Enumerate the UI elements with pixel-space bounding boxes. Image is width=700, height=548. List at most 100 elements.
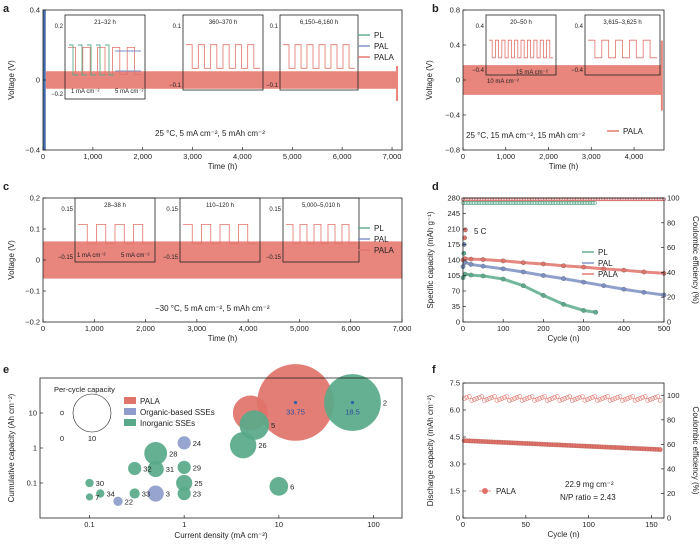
y-tick-label: 0.4 [450, 41, 460, 50]
x-tick-label: 5,000 [283, 152, 302, 161]
inset-y-tick-top: 0.1 [270, 24, 279, 30]
bubble-center [350, 400, 355, 405]
bubble-label: 24 [193, 439, 201, 448]
capacity-point [601, 283, 607, 289]
inset-pala-curve [588, 39, 657, 59]
ce-point [569, 398, 575, 403]
capacity-point [657, 447, 663, 452]
y-tick-label: 140 [447, 256, 460, 265]
inset-title: 20–50 h [510, 20, 532, 26]
x-tick-label: 2,000 [133, 152, 152, 161]
areal-loading-annotation: 22.9 mg cm⁻² [565, 480, 614, 489]
condition-label: 25 °C, 15 mA cm⁻², 15 mAh cm⁻² [466, 131, 585, 140]
ce-point [592, 201, 597, 205]
ce-point [632, 398, 638, 403]
ce-point [577, 395, 583, 400]
inset-pala-curve [186, 44, 260, 69]
plot-frame [462, 382, 665, 519]
panel-letter: b [432, 3, 439, 15]
bubble [176, 474, 193, 492]
y-right-tick-label: 20 [667, 489, 675, 498]
y-axis-label-right: Coulombic efficiency (%) [691, 216, 700, 304]
panel-a: a 0 1,000 2,000 3,000 4,000 5,000 6,000 7,000 −0.… [3, 3, 403, 171]
y-tick-label: 210 [447, 225, 460, 234]
capacity-point [561, 263, 566, 269]
bubble-label: 29 [193, 463, 201, 472]
inset-title: 110–120 h [206, 203, 234, 209]
ce-point [479, 394, 485, 399]
capacity-point [480, 257, 486, 262]
pala-series-band [463, 65, 662, 95]
ce-point [554, 394, 560, 399]
panel-c: c 0 1,000 2,000 3,000 4,000 5,000 6,000 7,000 −0.… [3, 181, 411, 343]
plot-frame [74, 197, 156, 263]
legend-swatch [124, 397, 136, 404]
inset-pala-curve [183, 224, 257, 244]
capacity-point [520, 269, 526, 275]
inset-y-tick-top: 0.4 [476, 24, 485, 30]
y-tick-label: 0 [456, 76, 460, 85]
inset-title: 5,000–5,010 h [302, 203, 340, 209]
y-tick-label: −0.4 [445, 111, 460, 120]
ce-point [502, 395, 507, 400]
plot-frame [584, 14, 661, 76]
y-axis-label: Discharge capacity (mAh cm⁻²) [426, 394, 435, 506]
y-axis-label-right: Coulombic efficiency (%) [691, 407, 700, 495]
ce-point [650, 396, 655, 401]
capacity-point [480, 263, 486, 269]
bubble [129, 488, 140, 499]
inset-pal-curve [115, 50, 141, 72]
y-tick-label: −0.2 [25, 318, 40, 327]
legend-label: PAL [598, 259, 613, 268]
x-tick-label: 150 [645, 520, 658, 529]
inset-pala-curve [286, 224, 356, 244]
y-tick-label: 3.0 [450, 460, 460, 469]
condition-label: 25 °C, 5 mA cm⁻², 5 mAh cm⁻² [155, 129, 265, 138]
y-tick-label: 0 [36, 256, 40, 265]
rate-annotation: 5 C [474, 227, 487, 236]
x-tick-label: 2,000 [539, 152, 558, 161]
inset-y-tick-top: 0.15 [61, 207, 73, 213]
bubble-label: 33 [142, 490, 150, 499]
ce-point [482, 398, 487, 403]
x-tick-label: 0 [461, 324, 465, 333]
ce-point [610, 397, 615, 402]
ce-point [572, 397, 578, 402]
ce-point [615, 395, 620, 400]
panel-f: f0 50 100 15001.53.04.56.07.5020406080100Cy… [426, 364, 700, 539]
x-tick-label: 1 [182, 520, 186, 529]
plot-frame [64, 14, 146, 100]
y-right-tick-label: 60 [667, 243, 675, 252]
bubble-label: 28 [169, 449, 177, 458]
inset-annotation: 5 mA cm⁻² [121, 253, 150, 259]
ce-point [600, 396, 605, 401]
ce-point [484, 397, 490, 402]
ce-point [504, 394, 510, 399]
legend-label: Organic-based SSEs [140, 408, 215, 417]
bubble-label: 3 [166, 490, 170, 499]
x-axis-label: Cycle (n) [547, 334, 579, 343]
y-tick-label: 0 [456, 514, 460, 523]
bubble-center [293, 400, 298, 405]
inset-y-tick-bottom: −0.2 [51, 92, 64, 98]
legend-label: PAL [374, 42, 389, 51]
inset-pala-curve [78, 224, 152, 244]
ce-point [461, 396, 467, 401]
y-tick-label: 4.5 [450, 433, 460, 442]
ce-point [591, 201, 596, 205]
x-tick-label: 0.1 [84, 520, 94, 529]
y-right-tick-label: 80 [667, 415, 675, 424]
y-tick-label: 6.0 [450, 406, 460, 415]
bubble [128, 461, 142, 476]
ce-point [607, 398, 613, 403]
ce-point [477, 395, 482, 400]
ce-point [534, 397, 540, 402]
y-tick-label: 0 [456, 318, 460, 327]
ce-point [575, 396, 580, 401]
ce-point [487, 396, 492, 401]
ce-point [635, 397, 640, 402]
ce-point [647, 397, 653, 402]
inset-annotation: 1 mA cm⁻² [77, 253, 106, 259]
ce-point [585, 397, 590, 402]
